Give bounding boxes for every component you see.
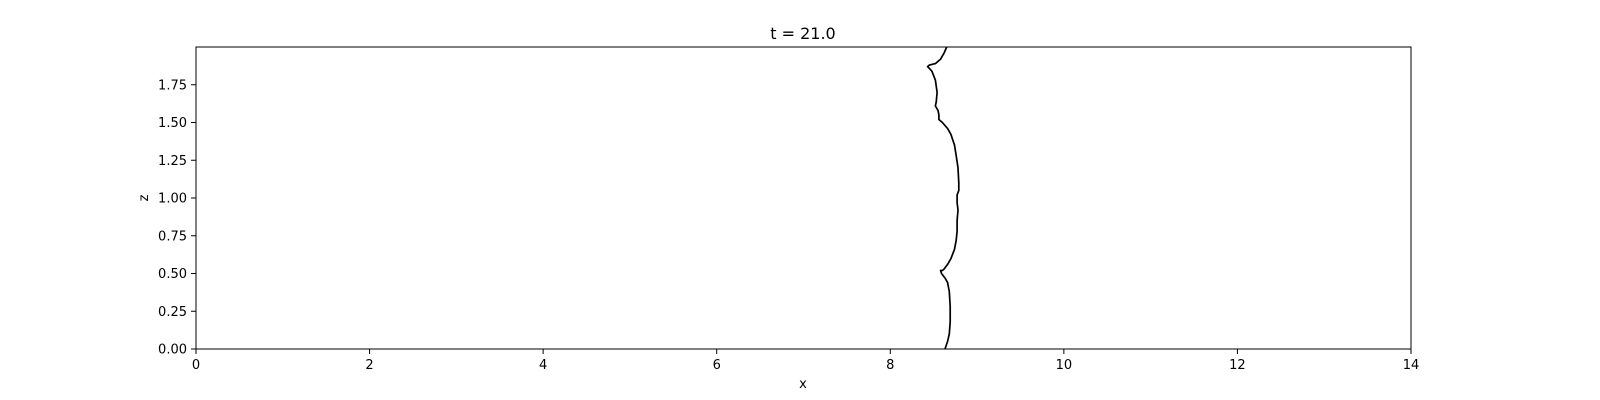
y-tick-label: 0.25 (158, 305, 187, 320)
x-tick-label: 4 (539, 358, 547, 373)
y-tick-label: 0.00 (158, 343, 187, 358)
chart-title: t = 21.0 (770, 24, 835, 43)
x-tick-label: 0 (192, 358, 200, 373)
plot-frame (195, 46, 1412, 350)
x-tick-label: 12 (1229, 358, 1246, 373)
interface-curve (926, 46, 960, 350)
x-tick-label: 6 (713, 358, 721, 373)
y-axis: 0.00 0.25 0.50 0.75 1.00 1.25 1.50 1.75 (158, 78, 196, 358)
x-tick-label: 14 (1403, 358, 1420, 373)
x-tick-label: 8 (886, 358, 894, 373)
y-tick-label: 1.50 (158, 116, 187, 131)
y-tick-label: 0.75 (158, 229, 187, 244)
y-tick-label: 1.25 (158, 154, 187, 169)
x-axis-label: x (799, 377, 807, 392)
x-axis: 0 2 4 6 8 10 12 14 (192, 349, 1419, 373)
x-tick-label: 10 (1056, 358, 1073, 373)
x-tick-label: 2 (365, 358, 373, 373)
y-tick-label: 0.50 (158, 267, 187, 282)
y-tick-label: 1.00 (158, 192, 187, 207)
y-tick-label: 1.75 (158, 78, 187, 93)
y-axis-label: z (137, 194, 152, 201)
